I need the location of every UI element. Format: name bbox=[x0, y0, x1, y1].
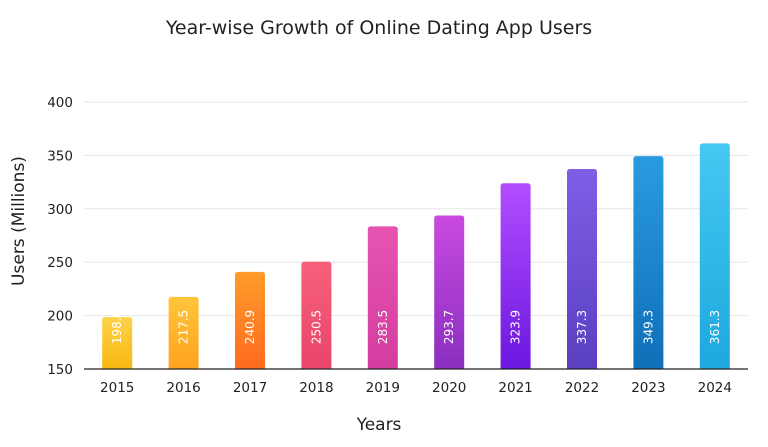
bar-2024 bbox=[699, 143, 730, 369]
x-tick-label: 2023 bbox=[631, 380, 665, 396]
x-tick-label: 2015 bbox=[100, 380, 134, 396]
y-axis-title: Users (Millions) bbox=[9, 156, 29, 286]
bar-value-label: 323.9 bbox=[509, 310, 523, 344]
bar-value-label: 217.5 bbox=[177, 310, 191, 344]
y-tick-label: 300 bbox=[47, 202, 73, 218]
x-tick-label: 2016 bbox=[166, 380, 200, 396]
y-tick-label: 150 bbox=[47, 362, 73, 378]
bar-2018 bbox=[301, 261, 332, 369]
bar-2020 bbox=[434, 215, 465, 369]
bar-value-label: 337.3 bbox=[575, 310, 589, 344]
x-tick-label: 2018 bbox=[299, 380, 333, 396]
bar-2015 bbox=[102, 317, 133, 369]
bar-value-label: 240.9 bbox=[243, 310, 257, 344]
x-tick-label: 2019 bbox=[366, 380, 400, 396]
x-tick-label: 2020 bbox=[432, 380, 466, 396]
bar-value-label: 349.3 bbox=[641, 310, 655, 344]
x-tick-label: 2021 bbox=[498, 380, 532, 396]
y-tick-label: 350 bbox=[47, 148, 73, 164]
bar-value-label: 293.7 bbox=[442, 310, 456, 344]
y-tick-label: 250 bbox=[47, 255, 73, 271]
bar-2019 bbox=[367, 226, 398, 369]
bar-value-label: 361.3 bbox=[708, 310, 722, 344]
bar-2021 bbox=[500, 183, 531, 369]
y-tick-label: 200 bbox=[47, 309, 73, 325]
bar-value-label: 283.5 bbox=[376, 310, 390, 344]
bar-value-label: 198.6 bbox=[110, 310, 124, 344]
bar-2023 bbox=[633, 156, 664, 369]
chart-title: Year-wise Growth of Online Dating App Us… bbox=[165, 17, 592, 39]
bars: 198.6 217.5 240.9 250.5 283.5 293.7 323.9 337.3… bbox=[102, 143, 730, 369]
bar-2016 bbox=[168, 296, 199, 369]
bar-value-label: 250.5 bbox=[309, 310, 323, 344]
y-tick-label: 400 bbox=[47, 95, 73, 111]
x-tick-label: 2017 bbox=[233, 380, 267, 396]
bar-2022 bbox=[567, 168, 597, 369]
x-tick-label: 2022 bbox=[565, 380, 599, 396]
x-axis-title: Years bbox=[356, 415, 402, 435]
x-tick-label: 2024 bbox=[698, 380, 732, 396]
y-axis-ticks: 150 200 250 300 350 400 bbox=[47, 95, 73, 378]
bar-2017 bbox=[235, 271, 265, 369]
x-axis-ticks: 2015 2016 2017 2018 2019 2020 2021 2022 2023 2024 bbox=[100, 380, 732, 396]
